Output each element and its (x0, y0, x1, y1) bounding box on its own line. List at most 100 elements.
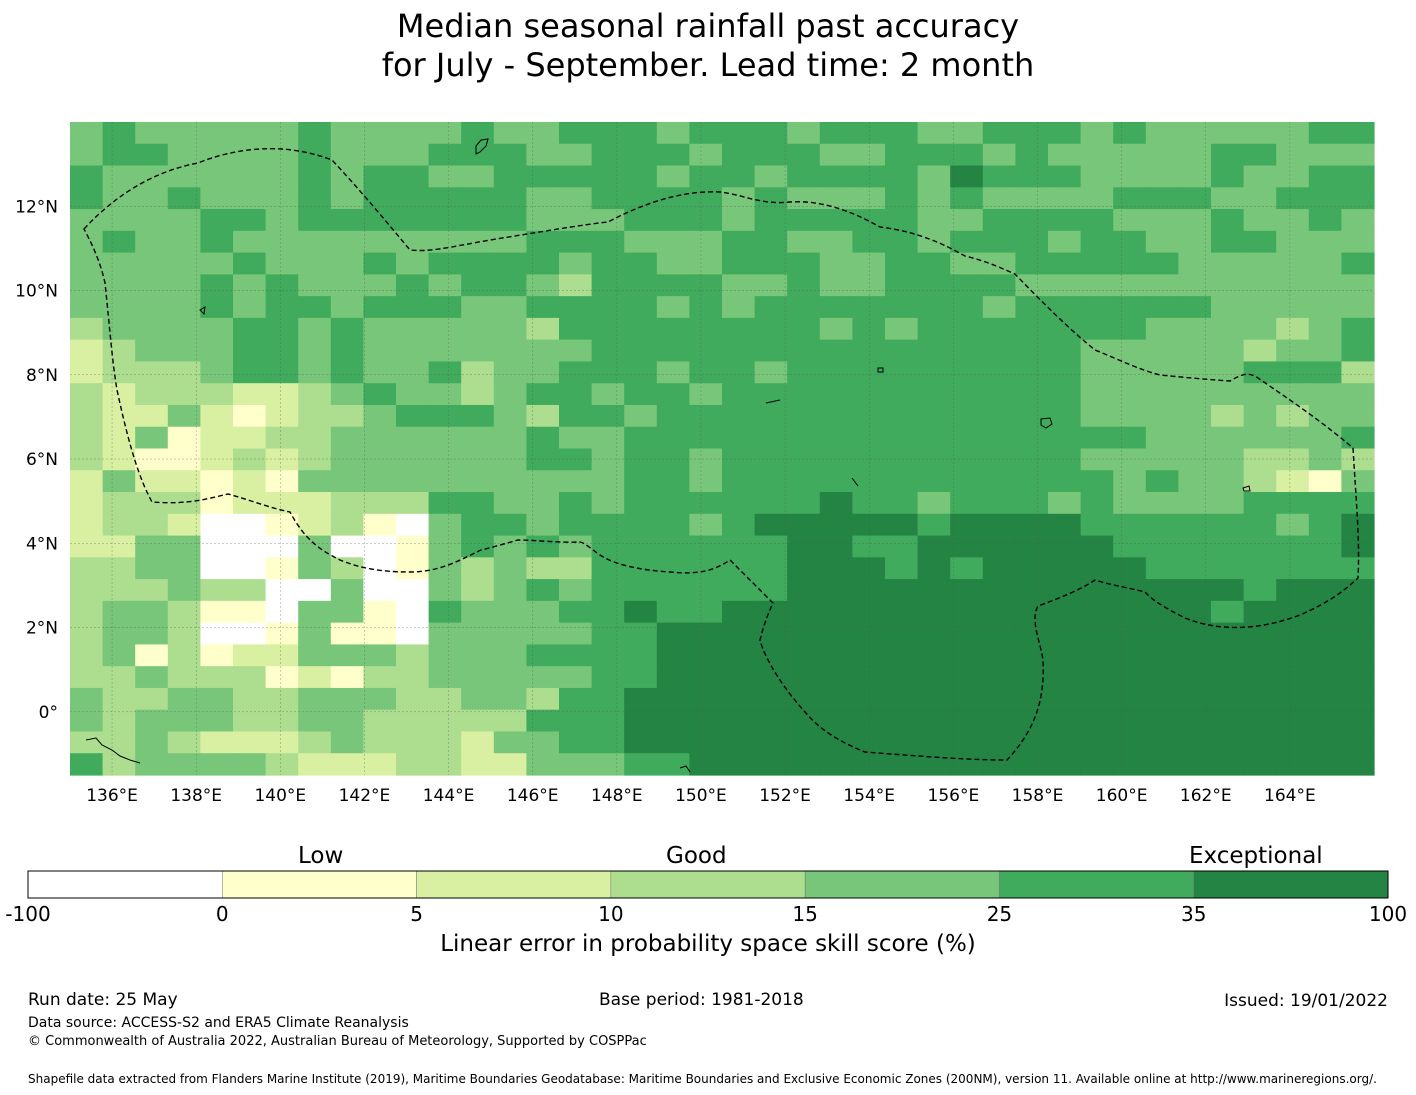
grid-cell (754, 470, 788, 493)
longitude-label: 140°E (254, 786, 306, 806)
grid-cell (330, 339, 364, 363)
grid-cell (689, 339, 723, 363)
grid-cell (1113, 448, 1147, 471)
grid-cell (70, 513, 104, 537)
grid-cell (722, 513, 756, 537)
grid-cell (1113, 296, 1147, 319)
grid-cell (1308, 666, 1342, 689)
grid-cell (298, 622, 332, 645)
grid-cell (200, 426, 234, 450)
grid-cell (689, 666, 723, 689)
grid-cell (559, 557, 593, 580)
grid-cell (1113, 404, 1147, 428)
grid-cell (689, 557, 723, 580)
grid-cell (559, 165, 593, 188)
grid-cell (754, 535, 788, 558)
grid-cell (461, 187, 495, 210)
grid-cell (135, 274, 169, 297)
grid-cell (917, 317, 951, 341)
grid-cell (819, 274, 853, 297)
grid-cell (428, 165, 462, 188)
grid-cell (363, 143, 397, 167)
grid-cell (819, 579, 853, 602)
grid-cell (722, 709, 756, 733)
grid-cell (200, 317, 234, 341)
grid-cell (1341, 209, 1375, 232)
grid-cell (298, 122, 332, 145)
grid-cell (819, 557, 853, 580)
grid-cell (1080, 470, 1114, 493)
grid-cell (982, 187, 1016, 210)
grid-cell (1080, 709, 1114, 733)
grid-cell (559, 383, 593, 406)
grid-cell (1243, 165, 1277, 188)
grid-cell (722, 644, 756, 667)
grid-cell (493, 622, 527, 645)
grid-cell (461, 383, 495, 406)
grid-cell (722, 600, 756, 624)
grid-cell (102, 361, 136, 384)
grid-cell (722, 383, 756, 406)
grid-cell (819, 492, 853, 515)
grid-cell (461, 687, 495, 711)
grid-cell (1015, 274, 1049, 297)
grid-cell (526, 339, 560, 363)
grid-cell (396, 122, 430, 145)
grid-cell (982, 361, 1016, 384)
grid-cell (1276, 274, 1310, 297)
grid-cell (982, 274, 1016, 297)
grid-cell (1113, 426, 1147, 450)
grid-cell (298, 535, 332, 558)
grid-cell (656, 165, 690, 188)
grid-cell (1276, 317, 1310, 341)
grid-cell (1145, 644, 1179, 667)
grid-cell (396, 274, 430, 297)
grid-cell (200, 143, 234, 167)
grid-cell (1178, 753, 1212, 776)
grid-cell (689, 753, 723, 776)
grid-cell (1048, 274, 1082, 297)
grid-cell (1341, 426, 1375, 450)
grid-cell (493, 122, 527, 145)
grid-cell (526, 404, 560, 428)
grid-cell (722, 579, 756, 602)
grid-cell (102, 492, 136, 515)
grid-cell (396, 470, 430, 493)
grid-cell (1243, 535, 1277, 558)
grid-cell (656, 731, 690, 754)
grid-cell (1145, 731, 1179, 754)
grid-cell (917, 165, 951, 188)
grid-cell (526, 230, 560, 254)
grid-cell (200, 448, 234, 471)
grid-cell (787, 383, 821, 406)
grid-cell (1276, 339, 1310, 363)
grid-cell (559, 622, 593, 645)
grid-cell (461, 622, 495, 645)
grid-cell (233, 600, 267, 624)
grid-cell (363, 731, 397, 754)
grid-cell (722, 731, 756, 754)
grid-cell (526, 361, 560, 384)
grid-cell (787, 122, 821, 145)
grid-cell (1048, 753, 1082, 776)
grid-cell (135, 513, 169, 537)
grid-cell (167, 209, 201, 232)
grid-cell (1145, 339, 1179, 363)
grid-cell (982, 731, 1016, 754)
grid-cell (1113, 187, 1147, 210)
grid-cell (70, 230, 104, 254)
grid-cell (298, 187, 332, 210)
grid-cell (852, 666, 886, 689)
grid-cell (102, 535, 136, 558)
grid-cell (591, 644, 625, 667)
grid-cell (167, 122, 201, 145)
grid-cell (950, 404, 984, 428)
grid-cell (1080, 753, 1114, 776)
grid-cell (917, 600, 951, 624)
grid-cell (1341, 753, 1375, 776)
grid-cell (950, 644, 984, 667)
grid-cell (1341, 448, 1375, 471)
grid-cell (689, 404, 723, 428)
grid-cell (950, 296, 984, 319)
grid-cell (1015, 535, 1049, 558)
